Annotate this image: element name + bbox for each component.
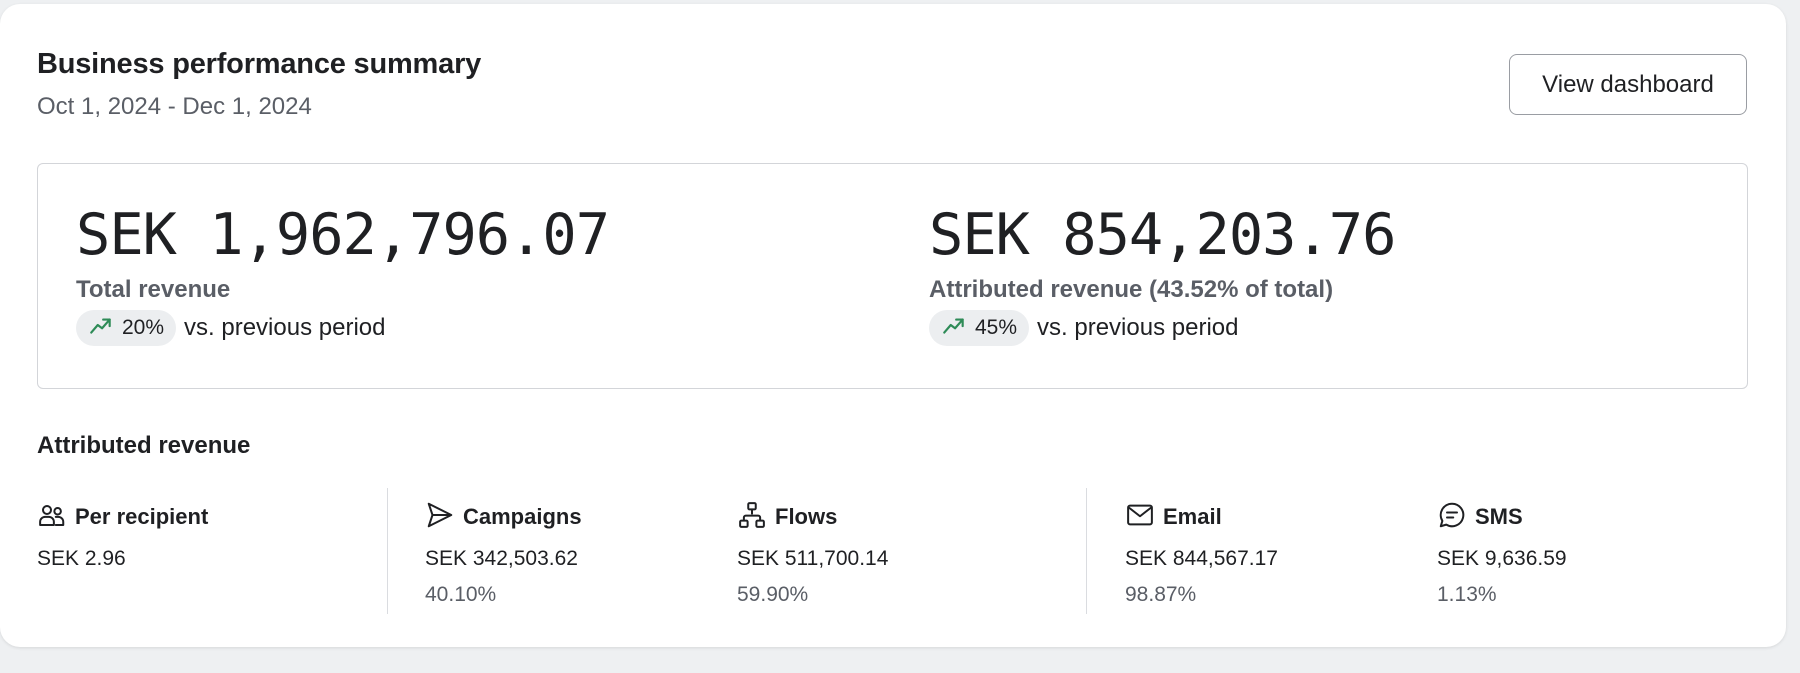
attributed-revenue-label: Attributed revenue (43.52% of total)	[929, 276, 1334, 303]
per-recipient-stat: Per recipient SEK 2.96	[37, 501, 208, 571]
email-value: SEK 844,567.17	[1125, 547, 1278, 570]
total-revenue-amount: SEK 1,962,796.07	[76, 202, 610, 268]
performance-summary-card: Business performance summary Oct 1, 2024…	[0, 4, 1786, 647]
campaigns-label: Campaigns	[463, 504, 582, 529]
per-recipient-label: Per recipient	[75, 504, 209, 529]
date-range: Oct 1, 2024 - Dec 1, 2024	[37, 93, 312, 120]
card-title: Business performance summary	[37, 48, 482, 80]
email-stat: Email SEK 844,567.17 98.87%	[1125, 501, 1278, 607]
change-percent: 20%	[122, 316, 165, 339]
people-icon	[37, 500, 67, 535]
per-recipient-value: SEK 2.96	[37, 547, 126, 570]
email-percent: 98.87%	[1125, 583, 1197, 606]
divider	[387, 488, 388, 614]
total-revenue-change: 20% vs. previous period	[76, 310, 609, 346]
attributed-revenue-metric: SEK 854,203.76 Attributed revenue (43.52…	[929, 202, 1396, 346]
change-badge: 20%	[76, 310, 177, 346]
revenue-metrics-box: SEK 1,962,796.07 Total revenue 20% vs. p…	[37, 163, 1748, 389]
total-revenue-metric: SEK 1,962,796.07 Total revenue 20% vs. p…	[76, 202, 610, 346]
flows-value: SEK 511,700.14	[737, 547, 889, 570]
total-revenue-label: Total revenue	[76, 276, 231, 303]
sms-percent: 1.13%	[1437, 583, 1497, 606]
attributed-revenue-heading: Attributed revenue	[37, 432, 251, 459]
change-text: vs. previous period	[184, 314, 386, 341]
flows-label: Flows	[775, 504, 838, 529]
campaigns-stat: Campaigns SEK 342,503.62 40.10%	[425, 501, 582, 607]
trend-up-icon	[941, 312, 967, 344]
campaigns-value: SEK 342,503.62	[425, 547, 578, 570]
email-label: Email	[1163, 504, 1222, 529]
sms-value: SEK 9,636.59	[1437, 547, 1567, 570]
attributed-revenue-amount: SEK 854,203.76	[929, 202, 1396, 268]
chat-icon	[1437, 500, 1467, 535]
flow-icon	[737, 500, 767, 535]
change-percent: 45%	[975, 316, 1018, 339]
mail-icon	[1125, 500, 1155, 535]
change-text: vs. previous period	[1037, 314, 1239, 341]
send-icon	[425, 500, 455, 535]
trend-up-icon	[88, 312, 114, 344]
flows-percent: 59.90%	[737, 583, 809, 606]
sms-label: SMS	[1475, 504, 1523, 529]
flows-stat: Flows SEK 511,700.14 59.90%	[737, 501, 888, 607]
divider	[1086, 488, 1087, 614]
campaigns-percent: 40.10%	[425, 583, 497, 606]
attributed-revenue-change: 45% vs. previous period	[929, 310, 1395, 346]
change-badge: 45%	[929, 310, 1030, 346]
view-dashboard-button[interactable]: View dashboard	[1509, 54, 1747, 115]
sms-stat: SMS SEK 9,636.59 1.13%	[1437, 501, 1567, 607]
